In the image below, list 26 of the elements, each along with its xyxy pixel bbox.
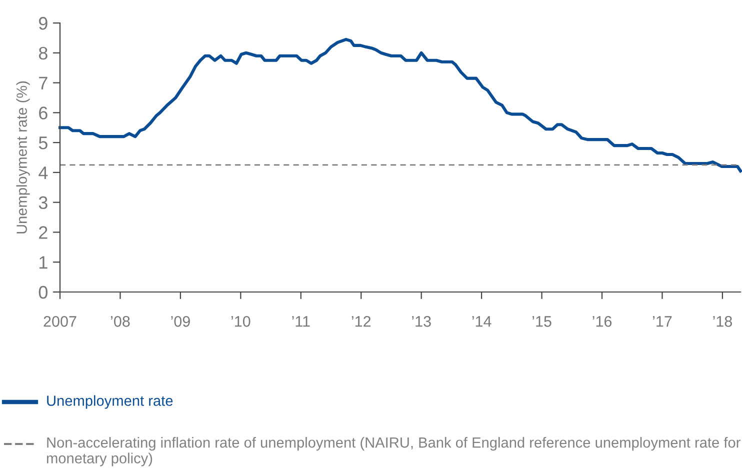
y-tick-label: 7 bbox=[39, 76, 48, 90]
x-tick-label: ’12 bbox=[352, 316, 371, 327]
y-tick-label: 5 bbox=[38, 136, 48, 150]
x-tick-label: ’08 bbox=[110, 316, 130, 327]
y-tick-label: 2 bbox=[39, 226, 48, 239]
x-tick-label: ’13 bbox=[412, 316, 431, 327]
y-tick-label: 9 bbox=[39, 16, 48, 30]
y-tick-label: 8 bbox=[38, 46, 48, 60]
x-tick-label: ’17 bbox=[652, 316, 672, 327]
y-tick-label: 3 bbox=[38, 196, 48, 210]
legend-label: Non-accelerating inflation rate of unemployment (NAIRU, Bank of England reference unemployment rate for monetary policy) bbox=[46, 437, 740, 466]
x-tick-label: ’10 bbox=[231, 316, 250, 327]
x-tick-label: ’11 bbox=[292, 316, 310, 327]
y-axis-title: Unemployment rate (%) bbox=[16, 81, 30, 234]
x-tick-label: ’15 bbox=[532, 316, 552, 327]
x-tick-label: 2007 bbox=[44, 316, 76, 327]
x-tick-label: ’16 bbox=[592, 316, 612, 327]
legend-label: Unemployment rate bbox=[47, 395, 173, 409]
y-tick-label: 6 bbox=[39, 106, 48, 120]
y-tick-label: 4 bbox=[38, 166, 48, 179]
y-tick-label: 1 bbox=[40, 256, 48, 269]
line-series bbox=[58, 38, 742, 172]
y-tick-label: 0 bbox=[38, 286, 48, 299]
x-tick-label: ’09 bbox=[171, 316, 190, 327]
x-tick-label: ’18 bbox=[713, 316, 732, 327]
x-tick-label: ’14 bbox=[472, 316, 492, 327]
